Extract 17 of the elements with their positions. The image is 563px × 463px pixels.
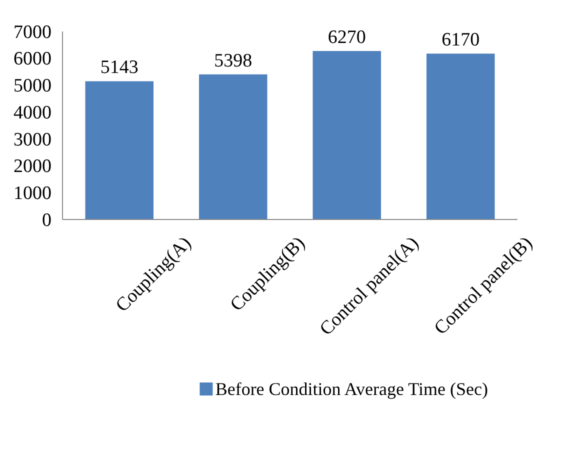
bar <box>426 54 495 220</box>
y-tick-label: 7000 <box>14 22 52 43</box>
y-tick-label: 1000 <box>14 183 52 204</box>
y-tick-label: 0 <box>42 210 52 231</box>
data-label: 6170 <box>442 30 480 51</box>
y-tick-label: 6000 <box>14 48 52 70</box>
data-label: 5398 <box>214 50 252 72</box>
bar <box>199 74 268 220</box>
bar <box>85 81 154 220</box>
data-label: 5143 <box>100 57 138 78</box>
y-tick-label: 5000 <box>14 76 52 97</box>
y-tick-label: 3000 <box>14 129 52 150</box>
y-tick-label: 2000 <box>14 156 52 178</box>
data-label: 6270 <box>328 26 366 48</box>
bar <box>312 50 381 220</box>
legend-label: Before Condition Average Time (Sec) <box>215 379 488 399</box>
y-tick-label: 4000 <box>14 102 52 124</box>
